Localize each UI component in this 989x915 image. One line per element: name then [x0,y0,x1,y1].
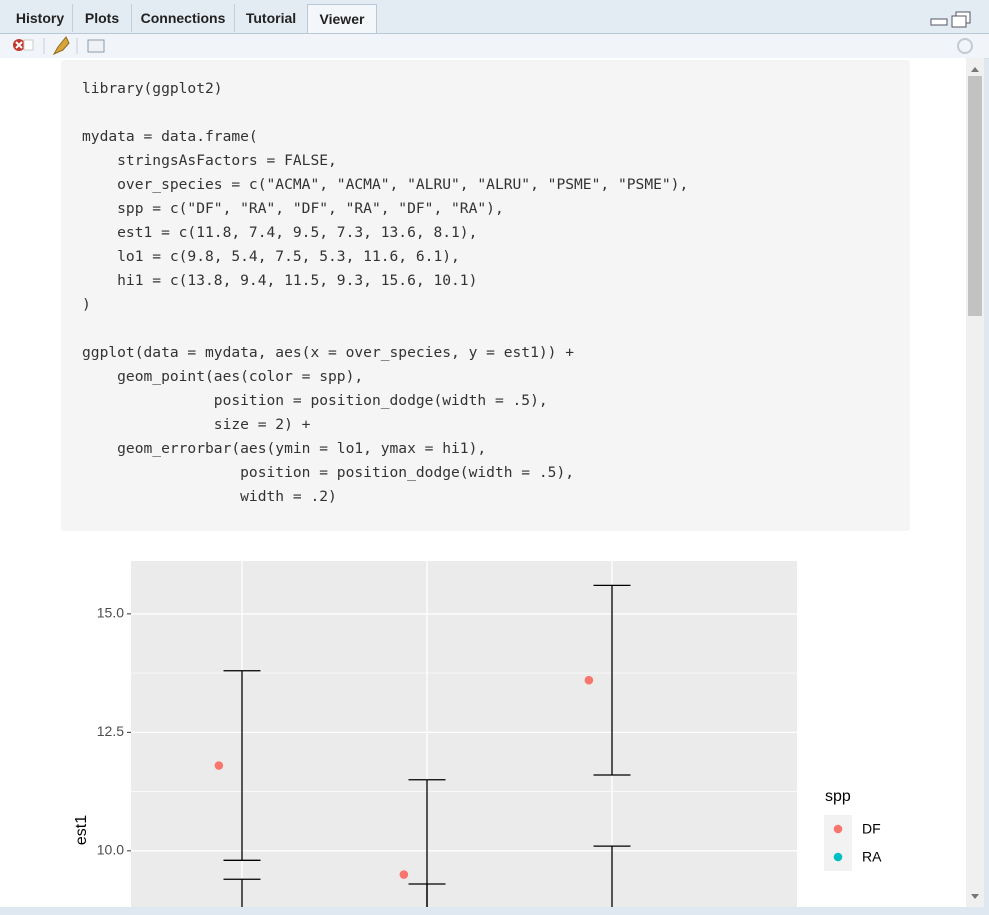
code-block: library(ggplot2) mydata = data.frame( str… [61,60,910,531]
toolbar [0,34,989,59]
scrollbar[interactable] [966,58,984,907]
point [584,675,594,685]
tab[interactable]: Tutorial [235,4,308,32]
y-tick-label: 10.0 [97,842,124,858]
broom-button[interactable] [52,36,70,56]
toolbar-icons [13,36,973,56]
code-line: over_species = c("ACMA", "ACMA", "ALRU",… [82,176,689,193]
code-line: position = position_dodge(width = .5), [82,464,575,481]
y-tick-label: 12.5 [97,723,124,739]
y-tick-label: 15.0 [97,605,124,621]
legend-marker [833,852,843,862]
code-line: lo1 = c(9.8, 5.4, 7.5, 5.3, 11.6, 6.1), [82,248,460,265]
legend-marker [833,824,843,834]
code-line: stringsAsFactors = FALSE, [82,152,337,169]
code-line: geom_errorbar(aes(ymin = lo1, ymax = hi1… [82,440,487,457]
scroll-down[interactable] [971,894,979,899]
code-line: mydata = data.frame( [82,128,258,145]
scrollbar-graphic [968,67,982,899]
window-controls[interactable] [930,10,975,28]
code-line: geom_point(aes(color = spp), [82,368,364,385]
clear-icon [15,41,23,49]
minimize[interactable] [930,18,948,26]
refresh-button[interactable] [957,38,973,54]
clear-dropdown[interactable] [23,39,34,51]
legend-label: RA [862,849,882,865]
tab[interactable]: Plots [73,4,132,32]
legend-title: spp [825,788,851,805]
tab[interactable]: Connections [132,4,235,32]
code-line: spp = c("DF", "RA", "DF", "RA", "DF", "R… [82,200,504,217]
code-line: width = .2) [82,488,337,505]
point [214,761,224,770]
code-line: est1 = c(11.8, 7.4, 9.5, 7.3, 13.6, 8.1)… [82,224,478,241]
code-line: ggplot(data = mydata, aes(x = over_speci… [82,344,575,361]
scroll-up[interactable] [971,67,979,72]
code-line: position = position_dodge(width = .5), [82,392,548,409]
popout-button[interactable] [87,39,105,53]
code-line: size = 2) + [82,416,311,433]
maximize[interactable] [951,15,967,28]
code-line: ) [82,296,91,313]
chart: 10.0 12.5 15.0 est1 spp DF RA [73,561,882,907]
code-line: hi1 = c(13.8, 9.4, 11.5, 9.3, 15.6, 10.1… [82,272,478,289]
plot-panel [131,561,797,907]
tab[interactable]: Viewer [307,4,377,33]
tab-bar: History Plots Connections Tutorial Viewe… [0,0,989,34]
point [399,870,409,879]
legend-label: DF [862,821,881,837]
scroll-thumb[interactable] [968,76,982,316]
y-axis-label: est1 [73,815,90,845]
viewer-content: library(ggplot2) mydata = data.frame( str… [0,58,966,907]
code-line: library(ggplot2) [82,80,223,97]
tab[interactable]: History [8,4,73,32]
